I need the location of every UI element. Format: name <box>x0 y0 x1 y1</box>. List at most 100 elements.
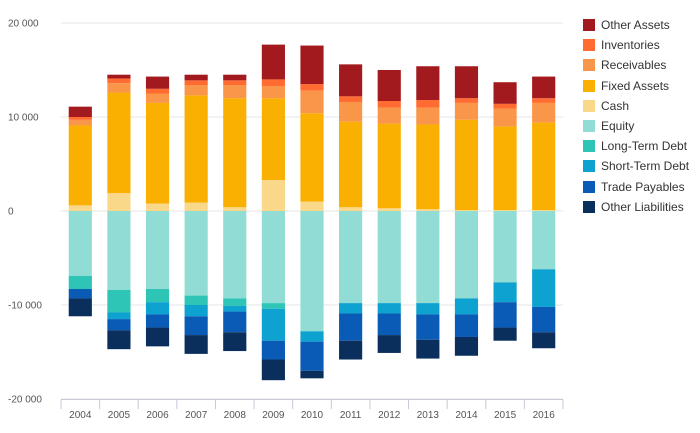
bar-segment-short-term-debt-2011[interactable] <box>339 303 363 314</box>
bar-segment-inventories-2007[interactable] <box>184 80 208 86</box>
bar-segment-cash-2007[interactable] <box>184 202 208 211</box>
bar-segment-receivables-2005[interactable] <box>107 83 131 93</box>
bar-segment-trade-payables-2005[interactable] <box>107 319 131 331</box>
legend-item-long-term-debt[interactable]: Long-Term Debt <box>583 136 698 156</box>
bar-segment-short-term-debt-2015[interactable] <box>493 282 517 303</box>
bar-segment-fixed-assets-2006[interactable] <box>145 102 170 204</box>
bar-segment-receivables-2011[interactable] <box>339 101 363 122</box>
bar-segment-trade-payables-2013[interactable] <box>416 314 440 340</box>
bar-segment-fixed-assets-2004[interactable] <box>68 125 92 206</box>
bar-segment-other-liabilities-2014[interactable] <box>454 336 479 356</box>
bar-segment-inventories-2008[interactable] <box>223 80 247 86</box>
bar-segment-trade-payables-2006[interactable] <box>145 314 170 328</box>
bar-segment-receivables-2010[interactable] <box>300 90 324 114</box>
bar-segment-receivables-2015[interactable] <box>493 108 517 127</box>
bar-segment-cash-2011[interactable] <box>339 207 363 211</box>
bar-segment-short-term-debt-2008[interactable] <box>223 305 247 312</box>
bar-segment-inventories-2010[interactable] <box>300 84 324 91</box>
bar-segment-long-term-debt-2009[interactable] <box>261 303 285 309</box>
bar-segment-inventories-2004[interactable] <box>68 117 92 120</box>
bar-segment-trade-payables-2008[interactable] <box>223 311 247 333</box>
bar-segment-inventories-2012[interactable] <box>377 101 401 108</box>
bar-segment-receivables-2012[interactable] <box>377 107 401 124</box>
bar-segment-cash-2012[interactable] <box>377 208 401 211</box>
bar-segment-cash-2005[interactable] <box>107 193 131 211</box>
bar-segment-other-liabilities-2016[interactable] <box>532 332 556 349</box>
bar-segment-trade-payables-2011[interactable] <box>339 313 363 341</box>
bar-segment-long-term-debt-2007[interactable] <box>184 295 208 305</box>
bar-segment-cash-2013[interactable] <box>416 209 440 211</box>
bar-segment-fixed-assets-2015[interactable] <box>493 126 517 211</box>
legend-item-other-assets[interactable]: Other Assets <box>583 15 698 35</box>
bar-segment-inventories-2016[interactable] <box>532 98 556 103</box>
bar-segment-fixed-assets-2012[interactable] <box>377 123 401 209</box>
bar-segment-short-term-debt-2012[interactable] <box>377 303 401 314</box>
bar-segment-equity-2009[interactable] <box>261 211 285 304</box>
bar-segment-other-assets-2012[interactable] <box>377 70 401 102</box>
bar-segment-equity-2008[interactable] <box>223 211 247 299</box>
bar-segment-trade-payables-2007[interactable] <box>184 316 208 336</box>
bar-segment-cash-2015[interactable] <box>493 210 517 211</box>
bar-segment-short-term-debt-2006[interactable] <box>145 302 170 315</box>
bar-segment-fixed-assets-2010[interactable] <box>300 113 324 202</box>
bar-segment-cash-2008[interactable] <box>223 207 247 211</box>
bar-segment-other-assets-2011[interactable] <box>339 64 363 97</box>
bar-segment-receivables-2014[interactable] <box>454 102 479 120</box>
bar-segment-equity-2014[interactable] <box>454 211 479 299</box>
bar-segment-equity-2006[interactable] <box>145 211 170 290</box>
bar-segment-cash-2006[interactable] <box>145 203 170 211</box>
bar-segment-other-liabilities-2008[interactable] <box>223 332 247 352</box>
bar-segment-inventories-2013[interactable] <box>416 100 440 108</box>
bar-segment-other-assets-2010[interactable] <box>300 45 324 85</box>
bar-segment-other-liabilities-2007[interactable] <box>184 335 208 354</box>
bar-segment-trade-payables-2010[interactable] <box>300 341 324 371</box>
bar-segment-equity-2005[interactable] <box>107 211 131 290</box>
bar-segment-other-assets-2005[interactable] <box>107 74 131 79</box>
bar-segment-trade-payables-2015[interactable] <box>493 302 517 328</box>
legend-item-cash[interactable]: Cash <box>583 96 698 116</box>
bar-segment-short-term-debt-2010[interactable] <box>300 331 324 342</box>
bar-segment-other-liabilities-2012[interactable] <box>377 335 401 353</box>
bar-segment-trade-payables-2016[interactable] <box>532 306 556 333</box>
bar-segment-other-assets-2006[interactable] <box>145 76 170 89</box>
bar-segment-other-assets-2015[interactable] <box>493 82 517 104</box>
bar-segment-equity-2015[interactable] <box>493 211 517 283</box>
bar-segment-short-term-debt-2007[interactable] <box>184 305 208 317</box>
bar-segment-trade-payables-2009[interactable] <box>261 340 285 360</box>
bar-segment-fixed-assets-2005[interactable] <box>107 92 131 194</box>
bar-segment-fixed-assets-2011[interactable] <box>339 121 363 208</box>
bar-segment-long-term-debt-2006[interactable] <box>145 289 170 303</box>
bar-segment-cash-2016[interactable] <box>532 210 556 211</box>
bar-segment-other-liabilities-2004[interactable] <box>68 298 92 317</box>
bar-segment-equity-2004[interactable] <box>68 211 92 276</box>
bar-segment-cash-2009[interactable] <box>261 179 285 211</box>
bar-segment-other-liabilities-2013[interactable] <box>416 339 440 359</box>
bar-segment-equity-2010[interactable] <box>300 211 324 332</box>
bar-segment-equity-2016[interactable] <box>532 211 556 270</box>
bar-segment-other-assets-2009[interactable] <box>261 44 285 80</box>
bar-segment-inventories-2006[interactable] <box>145 88 170 94</box>
legend-item-short-term-debt[interactable]: Short-Term Debt <box>583 156 698 176</box>
bar-segment-fixed-assets-2016[interactable] <box>532 122 556 211</box>
bar-segment-long-term-debt-2005[interactable] <box>107 289 131 313</box>
bar-segment-receivables-2006[interactable] <box>145 93 170 103</box>
bar-segment-cash-2014[interactable] <box>454 210 479 211</box>
bar-segment-receivables-2004[interactable] <box>68 119 92 126</box>
bar-segment-trade-payables-2004[interactable] <box>68 289 92 299</box>
bar-segment-other-liabilities-2011[interactable] <box>339 340 363 360</box>
bar-segment-trade-payables-2014[interactable] <box>454 314 479 337</box>
bar-segment-other-assets-2007[interactable] <box>184 74 208 81</box>
bar-segment-short-term-debt-2016[interactable] <box>532 269 556 307</box>
bar-segment-inventories-2014[interactable] <box>454 98 479 103</box>
bar-segment-cash-2010[interactable] <box>300 201 324 211</box>
bar-segment-fixed-assets-2008[interactable] <box>223 98 247 208</box>
legend-item-other-liabilities[interactable]: Other Liabilities <box>583 197 698 217</box>
bar-segment-other-assets-2004[interactable] <box>68 106 92 117</box>
bar-segment-cash-2004[interactable] <box>68 205 92 211</box>
bar-segment-receivables-2008[interactable] <box>223 85 247 99</box>
legend-item-inventories[interactable]: Inventories <box>583 35 698 55</box>
bar-segment-other-liabilities-2010[interactable] <box>300 370 324 379</box>
bar-segment-long-term-debt-2004[interactable] <box>68 275 92 290</box>
bar-segment-fixed-assets-2014[interactable] <box>454 119 479 211</box>
bar-segment-short-term-debt-2014[interactable] <box>454 298 479 315</box>
